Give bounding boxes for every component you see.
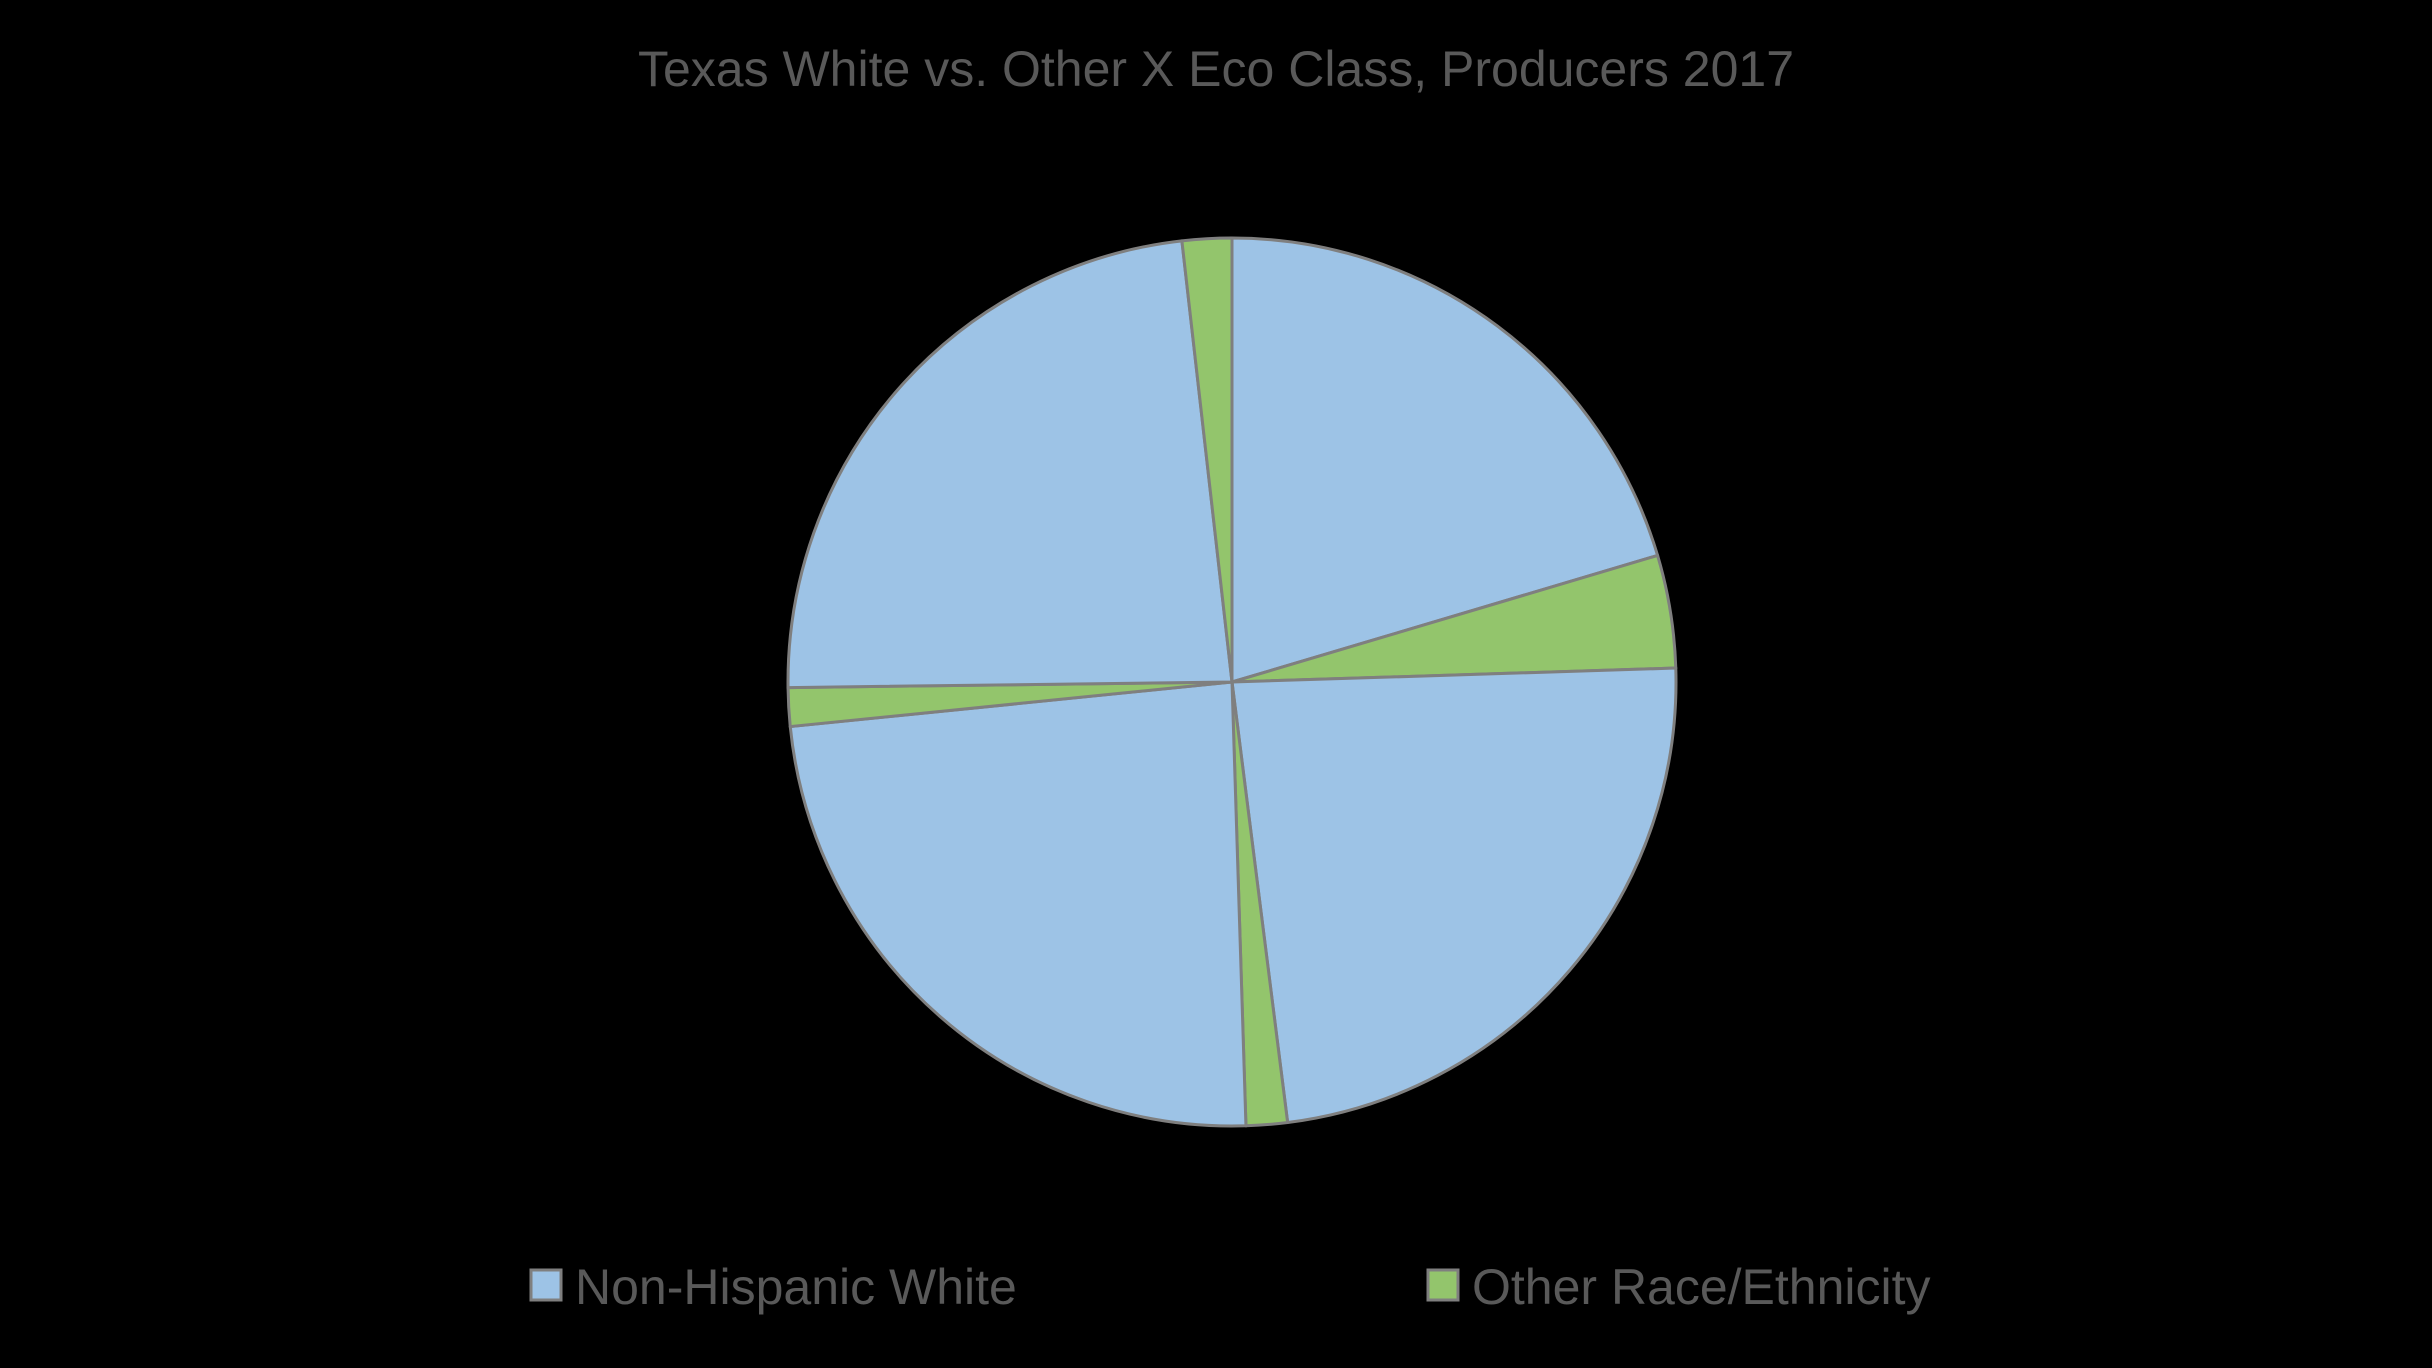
legend-swatch-non-hispanic-white xyxy=(529,1268,563,1302)
pie-slice-non-hispanic-white-3 xyxy=(1230,666,1678,1124)
legend-label-non-hispanic-white: Non-Hispanic White xyxy=(575,1259,1017,1315)
pie-slice-other-race-ethnicity-8 xyxy=(1180,236,1234,684)
pie-slice-non-hispanic-white-7 xyxy=(786,239,1234,690)
chart-title: Texas White vs. Other X Eco Class, Produ… xyxy=(638,41,1794,97)
legend-label-other-race-ethnicity: Other Race/Ethnicity xyxy=(1472,1259,1931,1315)
legend-swatch-other-race-ethnicity xyxy=(1426,1268,1460,1302)
pie-slices xyxy=(786,236,1678,1128)
legend: Non-Hispanic White Other Race/Ethnicity xyxy=(529,1259,1931,1315)
pie-slice-non-hispanic-white-5 xyxy=(788,680,1248,1128)
pie-slice-non-hispanic-white-1 xyxy=(1230,236,1660,684)
